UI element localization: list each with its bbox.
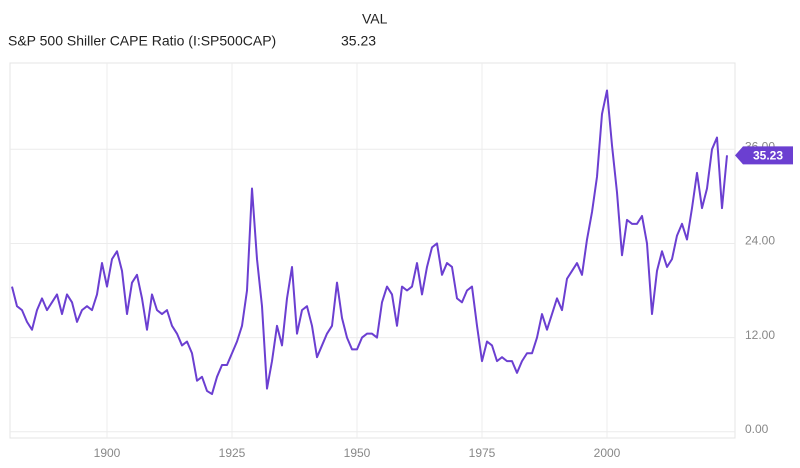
x-tick-label: 1975 bbox=[469, 446, 496, 460]
series-line bbox=[11, 89, 728, 396]
last-value-label: 35.23 bbox=[753, 149, 783, 163]
value-header: VAL bbox=[362, 11, 388, 27]
series-name: S&P 500 Shiller CAPE Ratio (I:SP500CAP) bbox=[8, 33, 276, 49]
x-tick-label: 1950 bbox=[344, 446, 371, 460]
x-tick-label: 1900 bbox=[94, 446, 121, 460]
x-tick-label: 2000 bbox=[594, 446, 621, 460]
y-tick-label: 12.00 bbox=[745, 328, 775, 342]
plot-frame bbox=[9, 62, 736, 439]
current-value: 35.23 bbox=[341, 33, 376, 49]
y-tick-label: 24.00 bbox=[745, 234, 775, 248]
y-tick-label: 0.00 bbox=[745, 422, 769, 436]
last-value-tag bbox=[735, 146, 793, 165]
x-tick-label: 1925 bbox=[219, 446, 246, 460]
